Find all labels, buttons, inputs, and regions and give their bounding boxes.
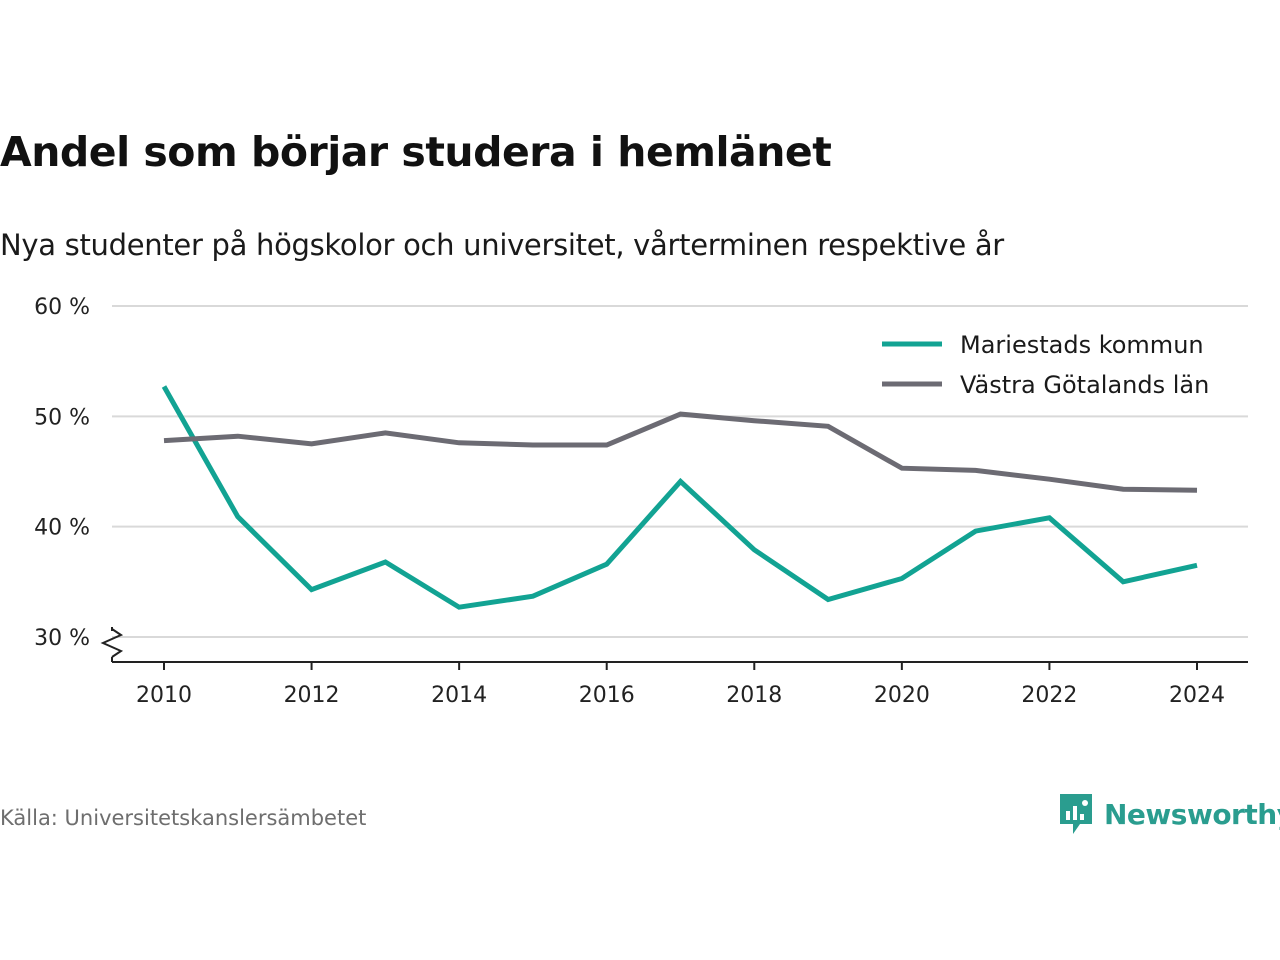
series-line-1 [163,411,1198,493]
x-tick-label: 2012 [284,683,340,708]
x-tick-label: 2016 [579,683,635,708]
x-tick-label: 2014 [431,683,487,708]
chart-title: Andel som börjar studera i hemlänet [0,128,832,176]
x-tick-label: 2022 [1021,683,1077,708]
y-tick-label: 30 % [34,626,90,651]
chart-subtitle: Nya studenter på högskolor och universit… [0,228,1004,262]
brand-name: Newsworthy [1104,797,1280,831]
y-tick-label: 50 % [34,405,90,430]
y-tick-label: 40 % [34,516,90,541]
axes: 30 % 40 % 50 % 60 % 2010 2012 2014 2016 2018 2020… [34,295,1248,708]
axis-break-icon [100,628,124,658]
x-tick-label: 2010 [136,683,192,708]
brand-logo: Newsworthy [1058,792,1280,836]
legend-label: Mariestads kommun [960,331,1204,359]
x-tick-label: 2024 [1169,683,1225,708]
x-tick-label: 2018 [726,683,782,708]
newsworthy-logo-icon [1060,794,1092,834]
series-line-0 [161,385,1198,610]
series-group [161,385,1198,610]
source-note: Källa: Universitetskanslersämbetet [0,806,367,830]
x-tick-label: 2020 [874,683,930,708]
series-lines [161,385,1198,610]
y-tick-label: 60 % [34,295,90,320]
legend: Mariestads kommun Västra Götalands län [882,331,1209,399]
legend-label: Västra Götalands län [960,371,1209,399]
series-group [163,411,1198,493]
